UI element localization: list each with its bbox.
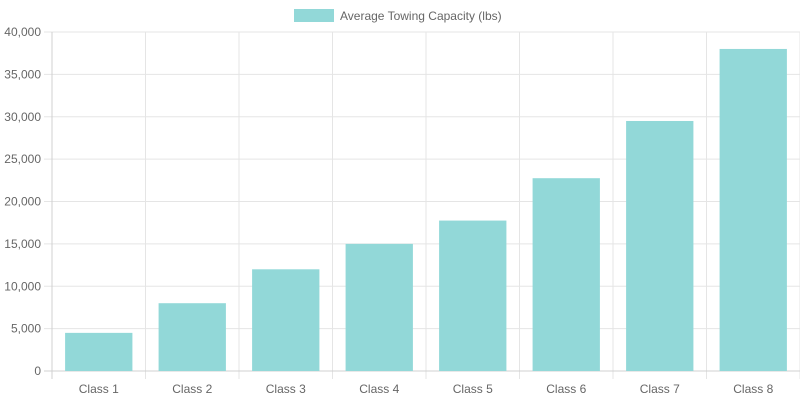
y-tick-label: 40,000 [4,25,41,39]
y-tick-label: 0 [34,364,41,378]
x-tick-label: Class 1 [79,382,119,396]
x-tick-label: Class 5 [453,382,493,396]
bars [65,48,787,371]
legend[interactable]: Average Towing Capacity (lbs) [294,9,502,23]
legend-swatch[interactable] [294,9,334,22]
x-tick-label: Class 2 [172,382,212,396]
bar-class-8[interactable] [719,48,787,371]
bar-class-2[interactable] [158,303,226,371]
bar-class-5[interactable] [439,220,507,371]
bar-class-6[interactable] [532,178,600,371]
bar-class-4[interactable] [345,243,413,371]
y-tick-label: 10,000 [4,279,41,293]
x-tick-label: Class 7 [640,382,680,396]
legend-label[interactable]: Average Towing Capacity (lbs) [340,9,502,23]
bar-class-3[interactable] [252,269,320,371]
y-tick-label: 35,000 [4,67,41,81]
bar-class-1[interactable] [65,332,133,371]
x-tick-label: Class 6 [546,382,586,396]
y-axis: 0 5,000 10,000 15,000 20,000 25,000 30,000 35,0… [4,25,41,378]
y-tick-label: 30,000 [4,110,41,124]
bar-class-7[interactable] [626,120,694,371]
y-tick-label: 20,000 [4,195,41,209]
x-tick-label: Class 4 [359,382,399,396]
x-axis: Class 1 Class 2 Class 3 Class 4 Class 5 Class… [79,382,774,396]
gridlines [44,31,800,379]
y-tick-label: 25,000 [4,152,41,166]
y-tick-label: 5,000 [11,322,41,336]
x-tick-label: Class 3 [266,382,306,396]
x-tick-label: Class 8 [733,382,773,396]
y-tick-label: 15,000 [4,237,41,251]
